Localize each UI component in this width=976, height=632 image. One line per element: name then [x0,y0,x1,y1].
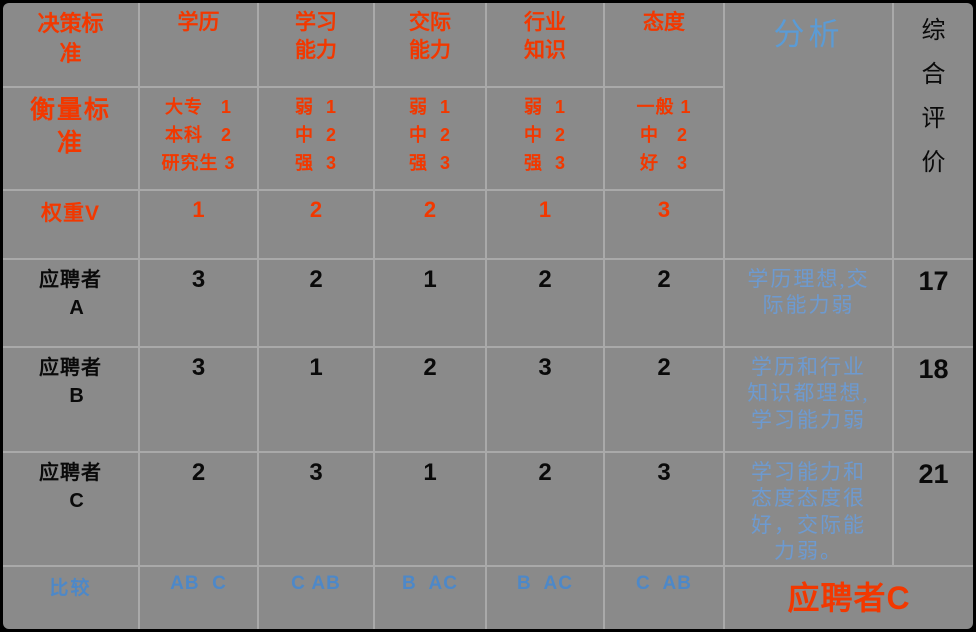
measure-industry-knowledge: 弱 1 中 2 强 3 [485,86,605,191]
header-analysis: 分析 [723,3,894,260]
candidate-a-score-learning: 2 [257,258,375,348]
candidate-b-label: 应聘者 B [3,346,140,453]
comparison-education: AB C [138,564,259,629]
candidate-c-score-learning: 3 [257,451,375,567]
candidate-b-score-learning: 1 [257,346,375,453]
measure-learning-ability: 弱 1 中 2 强 3 [257,86,375,191]
header-criterion-learning-ability: 学习 能力 [257,3,375,88]
header-row: 决策标 准 学历 学习 能力 交际 能力 行业 知识 态度 分析 综 合 评 价 [3,3,973,260]
weight-row-label: 权重V [3,189,140,260]
comparison-communication-ability: B AC [373,564,487,629]
candidate-b-analysis: 学历和行业 知识都理想, 学习能力弱 [723,346,894,453]
comparison-row-label: 比较 [3,564,140,629]
weight-row: 权重V 1 2 2 1 3 [3,189,973,260]
comparison-attitude: C AB [603,564,725,629]
decision-matrix-table: 决策标 准 学历 学习 能力 交际 能力 行业 知识 态度 分析 综 合 评 价… [3,3,973,629]
weight-education: 1 [138,189,259,260]
candidate-c-total: 21 [892,451,973,567]
weight-industry-knowledge: 1 [485,189,605,260]
measure-row: 衡量标 准 大专 1 本科 2 研究生 3 弱 1 中 2 强 3 弱 1 中 … [3,86,973,191]
measure-row-label: 衡量标 准 [3,86,140,191]
candidate-b-score-education: 3 [138,346,259,453]
candidate-b-score-communication: 2 [373,346,487,453]
candidate-a-score-attitude: 2 [603,258,725,348]
candidate-a-score-industry: 2 [485,258,605,348]
candidate-c-score-communication: 1 [373,451,487,567]
weight-communication-ability: 2 [373,189,487,260]
comparison-industry-knowledge: B AC [485,564,605,629]
header-decision-criteria: 决策标 准 [3,3,140,88]
weight-attitude: 3 [603,189,724,260]
candidate-c-row: 应聘者 C 2 3 1 2 3 学习能力和 态度态度很 好，交际能 力弱。 21 [3,451,973,567]
candidate-a-label: 应聘者 A [3,258,140,348]
winner-candidate: 应聘者C [723,564,973,629]
measure-attitude: 一般 1 中 2 好 3 [603,86,724,191]
candidate-a-analysis: 学历理想,交 际能力弱 [723,258,894,348]
candidate-c-score-industry: 2 [485,451,605,567]
header-criterion-education: 学历 [138,3,259,88]
candidate-b-total: 18 [892,346,973,453]
measure-education: 大专 1 本科 2 研究生 3 [138,86,259,191]
candidate-c-label: 应聘者 C [3,451,140,567]
candidate-b-score-attitude: 2 [603,346,725,453]
header-criterion-communication-ability: 交际 能力 [373,3,487,88]
candidate-b-score-industry: 3 [485,346,605,453]
candidate-c-score-attitude: 3 [603,451,725,567]
candidate-a-score-education: 3 [138,258,259,348]
header-criterion-attitude: 态度 [603,3,725,88]
header-criterion-industry-knowledge: 行业 知识 [485,3,605,88]
weight-learning-ability: 2 [257,189,375,260]
candidate-b-row: 应聘者 B 3 1 2 3 2 学历和行业 知识都理想, 学习能力弱 18 [3,346,973,453]
candidate-a-row: 应聘者 A 3 2 1 2 2 学历理想,交 际能力弱 17 [3,258,973,348]
header-overall-evaluation: 综 合 评 价 [892,3,973,260]
comparison-learning-ability: C AB [257,564,375,629]
measure-communication-ability: 弱 1 中 2 强 3 [373,86,487,191]
candidate-c-analysis: 学习能力和 态度态度很 好，交际能 力弱。 [723,451,894,567]
candidate-a-score-communication: 1 [373,258,487,348]
candidate-c-score-education: 2 [138,451,259,567]
comparison-row: 比较 AB C C AB B AC B AC C AB 应聘者C [3,564,973,629]
candidate-a-total: 17 [892,258,973,348]
